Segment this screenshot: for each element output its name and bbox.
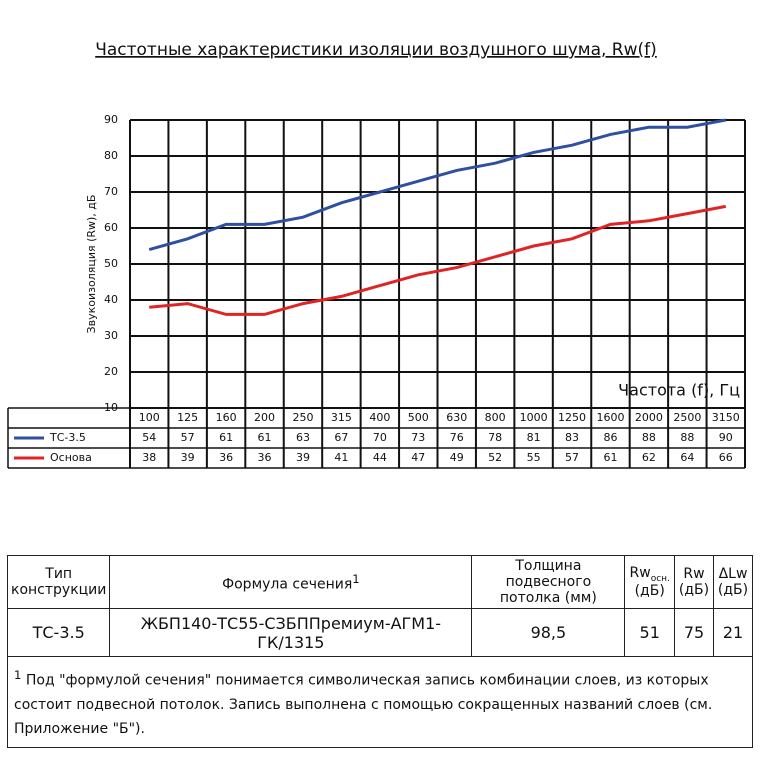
header-unit: (дБ) — [717, 582, 749, 598]
value-cell: 39 — [296, 451, 310, 464]
cell: 21 — [713, 608, 753, 657]
value-cell: 54 — [142, 431, 156, 444]
header-cell: Rw (дБ) — [674, 555, 714, 609]
value-cell: 57 — [181, 431, 195, 444]
value-cell: 61 — [219, 431, 233, 444]
header-cell: Толщина подвесного потолка (мм) — [471, 555, 626, 609]
x-tick-label: 3150 — [712, 411, 740, 424]
footnote-mark: 1 — [14, 668, 22, 682]
series-line — [149, 204, 727, 316]
footnote-mark: 1 — [352, 571, 360, 586]
header-cell: Rwосн. (дБ) — [624, 555, 676, 609]
header-sub: осн. — [650, 573, 670, 584]
value-cell: 47 — [411, 451, 425, 464]
x-tick-label: 1250 — [558, 411, 586, 424]
x-tick-label: 2500 — [673, 411, 701, 424]
header-unit: (дБ) — [678, 582, 710, 598]
x-tick-label: 2000 — [635, 411, 663, 424]
header-cell: Формула сечения1 — [109, 555, 473, 609]
legend-label: ТС-3.5 — [49, 431, 86, 444]
footnote-text: Под "формулой сечения" понимается символ… — [14, 672, 713, 737]
series-line — [148, 118, 727, 252]
x-tick-label: 1000 — [520, 411, 548, 424]
value-cell: 55 — [527, 451, 541, 464]
value-cell: 67 — [334, 431, 348, 444]
cell: ТС-3.5 — [6, 608, 111, 657]
value-cell: 78 — [488, 431, 502, 444]
header-unit: (дБ) — [634, 583, 665, 600]
cell: 98,5 — [471, 608, 626, 657]
data-row: ТС-3.5 ЖБП140-ТС55-СЗБППремиум-АГМ1-ГК/1… — [6, 608, 753, 657]
legend-label: Основа — [50, 451, 92, 464]
y-axis-label: Звукоизоляция (Rw), дБ — [85, 195, 98, 334]
value-cell: 63 — [296, 431, 310, 444]
y-tick-label: 30 — [104, 329, 118, 342]
x-tick-label: 100 — [139, 411, 160, 424]
header-text: Rw — [683, 566, 705, 582]
cell: 51 — [624, 608, 676, 657]
value-cell: 61 — [603, 451, 617, 464]
value-cell: 88 — [642, 431, 656, 444]
value-cell: 64 — [680, 451, 694, 464]
value-cell: 70 — [373, 431, 387, 444]
header-cell: ΔLw (дБ) — [713, 555, 753, 609]
y-tick-label: 80 — [104, 149, 118, 162]
value-cell: 57 — [565, 451, 579, 464]
header-text: Толщина подвесного потолка (мм) — [499, 558, 597, 606]
header-cell: Тип конструкции — [6, 555, 111, 609]
value-cell: 36 — [219, 451, 233, 464]
value-cell: 76 — [450, 431, 464, 444]
value-cell: 49 — [450, 451, 464, 464]
x-axis-label: Частота (f), Гц — [618, 381, 740, 400]
section-table: Тип конструкции Формула сечения1 Толщина… — [6, 555, 753, 748]
value-cell: 41 — [334, 451, 348, 464]
value-cell: 62 — [642, 451, 656, 464]
x-tick-label: 630 — [446, 411, 467, 424]
value-cell: 88 — [680, 431, 694, 444]
footnote-row: 1 Под "формулой сечения" понимается симв… — [7, 656, 753, 748]
value-cell: 90 — [719, 431, 733, 444]
x-tick-label: 315 — [331, 411, 352, 424]
y-tick-label: 90 — [104, 113, 118, 126]
x-tick-label: 160 — [216, 411, 237, 424]
x-tick-label: 1600 — [596, 411, 624, 424]
value-cell: 38 — [142, 451, 156, 464]
y-tick-label: 20 — [104, 365, 118, 378]
value-cell: 86 — [603, 431, 617, 444]
x-tick-label: 200 — [254, 411, 275, 424]
value-cell: 36 — [258, 451, 272, 464]
x-tick-label: 250 — [292, 411, 313, 424]
x-tick-label: 400 — [369, 411, 390, 424]
x-tick-label: 125 — [177, 411, 198, 424]
value-cell: 83 — [565, 431, 579, 444]
y-tick-label: 50 — [104, 257, 118, 270]
cell: ЖБП140-ТС55-СЗБППремиум-АГМ1-ГК/1315 — [109, 608, 473, 657]
value-cell: 61 — [258, 431, 272, 444]
x-tick-label: 500 — [408, 411, 429, 424]
value-cell: 39 — [181, 451, 195, 464]
chart: Частотные характеристики изоляции воздуш… — [7, 40, 746, 469]
y-tick-label: 70 — [104, 185, 118, 198]
header-text: ΔLw — [718, 566, 748, 582]
cell: 75 — [674, 608, 714, 657]
header-row: Тип конструкции Формула сечения1 Толщина… — [6, 555, 753, 609]
y-tick-label: 40 — [104, 293, 118, 306]
header-text: Формула сечения — [222, 576, 353, 593]
value-cell: 66 — [719, 451, 733, 464]
header-text: Rw — [629, 564, 651, 581]
footnote: 1 Под "формулой сечения" понимается симв… — [7, 656, 753, 748]
x-tick-label: 800 — [485, 411, 506, 424]
value-cell: 44 — [373, 451, 387, 464]
chart-title: Частотные характеристики изоляции воздуш… — [95, 40, 657, 60]
value-cell: 52 — [488, 451, 502, 464]
header-text: Тип конструкции — [11, 566, 107, 598]
y-tick-label: 60 — [104, 221, 118, 234]
value-cell: 81 — [527, 431, 541, 444]
value-cell: 73 — [411, 431, 425, 444]
